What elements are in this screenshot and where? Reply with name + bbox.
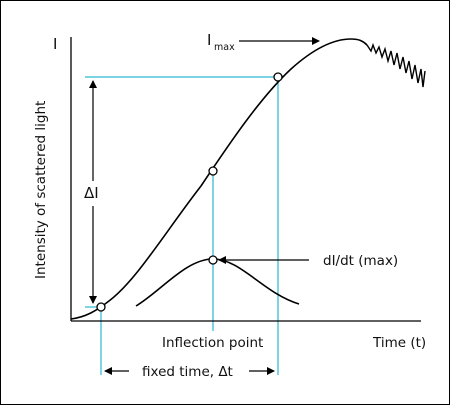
marker-start [96,302,106,312]
imax-subscript: max [214,42,235,53]
y-axis-symbol: I [53,35,57,53]
y-axis-label: Intensity of scattered light [33,101,49,279]
marker-end [273,72,283,82]
x-axis-label: Time (t) [372,335,426,351]
marker-inflection [208,166,218,176]
rate-curve [135,258,300,307]
fixed-time-label: fixed time, Δt [142,364,233,380]
intensity-curve [70,38,368,320]
marker-rate-max [208,255,218,265]
imax-label: I [207,31,211,49]
didt-label: dI/dt (max) [323,253,398,269]
inflection-label: Inflection point [162,335,263,351]
delta-i-label: ΔI [84,184,99,202]
oscillation-tail [366,42,426,88]
